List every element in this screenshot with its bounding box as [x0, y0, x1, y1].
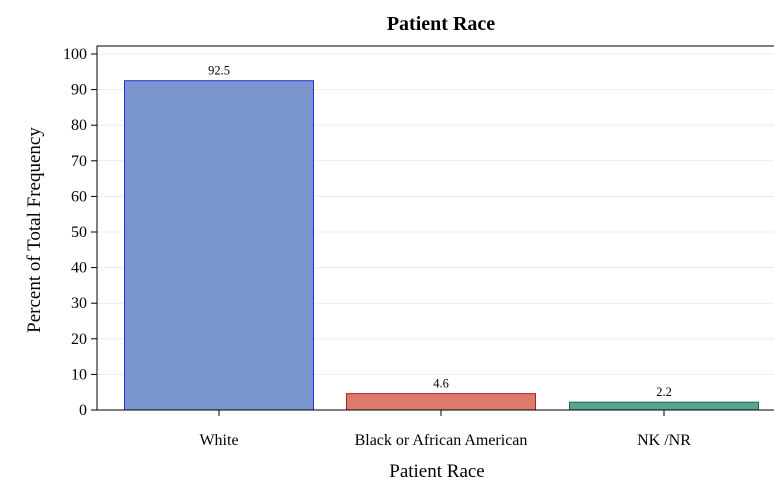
- x-axis: White Black or African American NK /NR: [199, 410, 691, 449]
- x-category-label: NK /NR: [637, 432, 691, 449]
- bar-value-label: 4.6: [433, 377, 449, 391]
- bar-black-or-african-american: [346, 393, 536, 411]
- bar-value-label: 92.5: [208, 64, 230, 78]
- y-tick-label: 30: [71, 295, 87, 312]
- x-category-label: White: [199, 432, 238, 449]
- bar-white: [124, 80, 314, 411]
- y-axis-label: Percent of Total Frequency: [24, 127, 45, 333]
- y-tick-label: 0: [79, 402, 87, 419]
- bars: [124, 80, 759, 411]
- x-axis-label: Patient Race: [389, 461, 485, 482]
- data-labels: 92.5 4.6 2.2: [208, 64, 672, 399]
- y-tick-label: 60: [71, 188, 87, 205]
- chart-title: Patient Race: [387, 13, 495, 35]
- y-tick-label: 10: [71, 366, 87, 383]
- plot-area-frame: [96, 45, 774, 411]
- y-tick-label: 90: [71, 82, 87, 99]
- y-tick-label: 80: [71, 117, 87, 134]
- y-tick-label: 50: [71, 224, 87, 241]
- y-tick-label: 40: [71, 260, 87, 277]
- x-category-label: Black or African American: [355, 432, 528, 449]
- bar-nk-nr: [569, 401, 759, 411]
- y-tick-label: 100: [63, 46, 87, 63]
- bar-value-label: 2.2: [656, 385, 672, 399]
- y-axis: 0 10 20 30 40 50 60 70 80 90 100: [63, 46, 97, 419]
- y-tick-label: 70: [71, 153, 87, 170]
- y-tick-label: 20: [71, 331, 87, 348]
